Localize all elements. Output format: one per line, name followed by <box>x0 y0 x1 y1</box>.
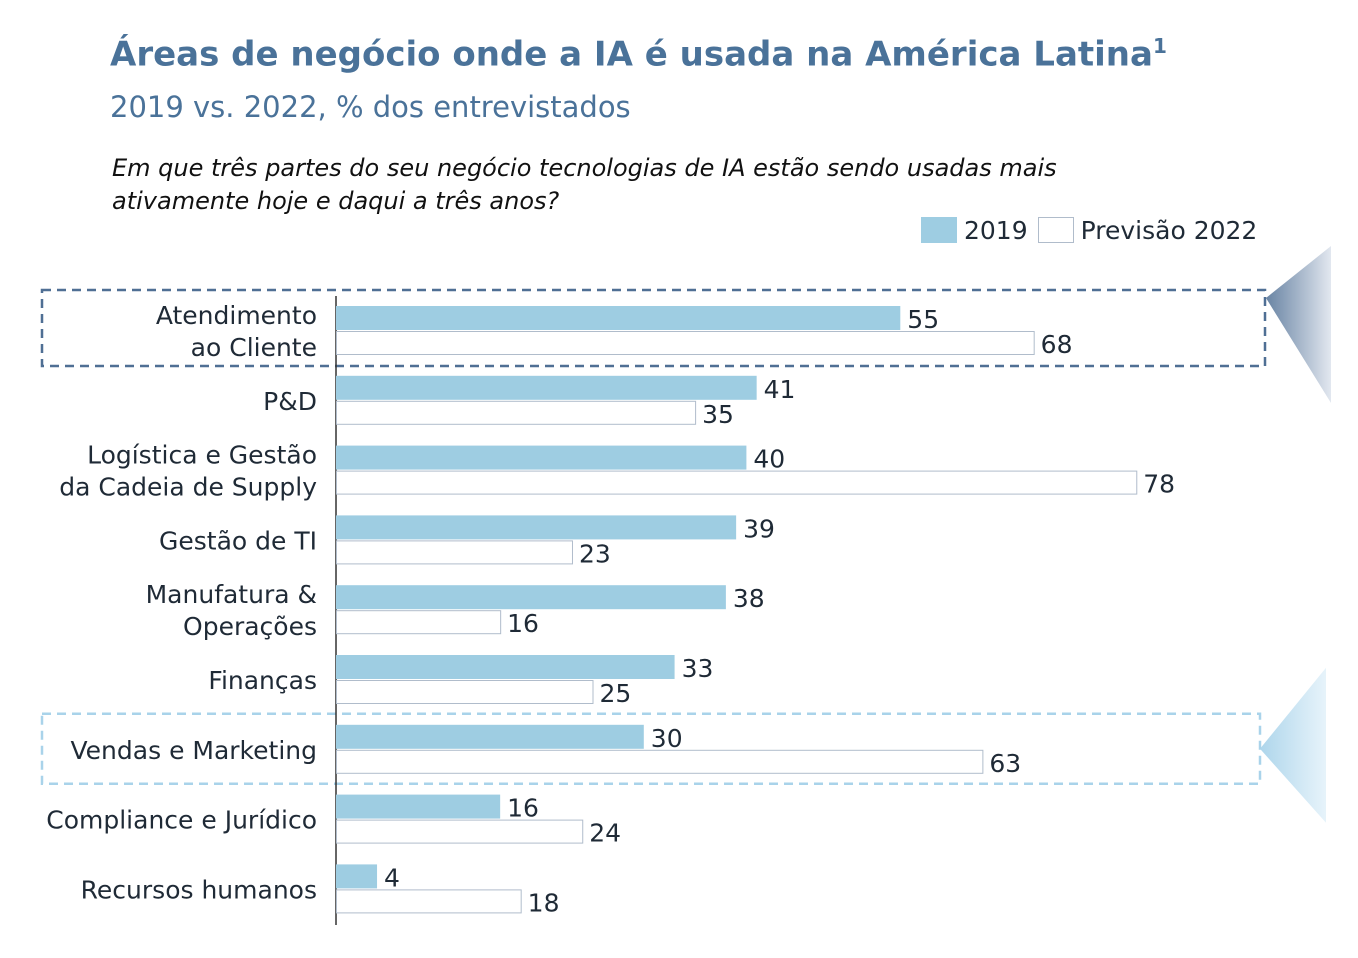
value-label-2022-3: 23 <box>579 539 611 568</box>
legend-label-2022: Previsão 2022 <box>1080 215 1258 245</box>
highlight-arrow-0 <box>1266 246 1331 403</box>
category-label-line: Gestão de TI <box>159 526 317 555</box>
highlight-box-0 <box>40 288 1267 368</box>
value-label-2022-5: 25 <box>600 679 632 708</box>
bar-2019-8 <box>336 864 378 889</box>
chart-title-text: Áreas de negócio onde a IA é usada na Am… <box>110 34 1153 75</box>
bar-2022-2 <box>336 470 1138 495</box>
value-label-2019-4: 38 <box>733 584 765 613</box>
bar-2022-1 <box>336 400 697 425</box>
category-label-1: P&D <box>263 387 317 416</box>
value-label-2022-7: 24 <box>589 819 621 848</box>
category-label-line: Vendas e Marketing <box>71 736 317 765</box>
bar-2019-3 <box>336 515 737 540</box>
value-label-2022-6: 63 <box>989 749 1021 778</box>
value-label-2019-7: 16 <box>507 794 539 823</box>
category-label-4: Manufatura & Operações <box>146 580 317 641</box>
bar-2019-0 <box>336 306 901 330</box>
value-label-2022-2: 78 <box>1143 470 1175 499</box>
category-label-line: Operações <box>183 612 317 641</box>
bar-2022-3 <box>336 540 573 565</box>
value-label-2019-3: 39 <box>743 514 775 543</box>
category-label-line: Recursos humanos <box>81 875 317 904</box>
category-label-line: da Cadeia de Supply <box>59 473 317 502</box>
value-label-2019-8: 4 <box>384 863 400 892</box>
category-label-line: P&D <box>263 387 317 416</box>
bar-2019-2 <box>336 445 747 470</box>
bar-2022-8 <box>336 889 522 914</box>
category-label-2: Logística e Gestão da Cadeia de Supply <box>59 441 317 502</box>
bar-2022-4 <box>336 610 502 635</box>
chart-legend: 2019 Previsão 2022 <box>921 214 1267 246</box>
value-label-2019-1: 41 <box>764 375 796 404</box>
category-label-line: Compliance e Jurídico <box>46 806 317 835</box>
category-label-6: Vendas e Marketing <box>71 736 317 765</box>
bar-2022-6 <box>336 749 984 774</box>
bar-2019-7 <box>336 794 501 819</box>
chart-title: Áreas de negócio onde a IA é usada na Am… <box>110 34 1167 74</box>
value-label-2022-0: 68 <box>1041 330 1073 359</box>
legend-label-2019: 2019 <box>964 215 1028 245</box>
value-label-2022-4: 16 <box>507 609 539 638</box>
value-label-2022-1: 35 <box>702 400 734 429</box>
category-label-0: Atendimento ao Cliente <box>156 301 317 362</box>
value-label-2022-8: 18 <box>528 888 560 917</box>
legend-swatch-2019 <box>921 217 957 243</box>
category-label-line: Logística e Gestão <box>87 441 317 470</box>
bar-2019-1 <box>336 375 757 400</box>
bar-2019-4 <box>336 585 726 610</box>
category-label-5: Finanças <box>208 666 317 695</box>
title-footnote-marker: 1 <box>1152 34 1167 58</box>
bar-2022-7 <box>336 819 584 844</box>
chart-subtitle: 2019 vs. 2022, % dos entrevistados <box>110 90 631 124</box>
category-label-8: Recursos humanos <box>81 875 317 904</box>
survey-question: Em que três partes do seu negócio tecnol… <box>112 154 1057 215</box>
value-label-2019-6: 30 <box>651 724 683 753</box>
category-label-7: Compliance e Jurídico <box>46 806 317 835</box>
bar-2022-5 <box>336 680 594 704</box>
highlight-arrow-6 <box>1260 667 1326 823</box>
category-label-line: Finanças <box>208 666 317 695</box>
value-label-2019-0: 55 <box>907 305 939 334</box>
bar-2022-0 <box>336 331 1035 355</box>
value-label-2019-2: 40 <box>753 445 785 474</box>
bar-2019-6 <box>336 724 644 749</box>
bar-2019-5 <box>336 655 675 679</box>
value-label-2019-5: 33 <box>682 654 714 683</box>
category-label-line: Atendimento <box>156 301 317 330</box>
legend-swatch-2022 <box>1037 217 1074 243</box>
category-label-3: Gestão de TI <box>159 526 317 555</box>
category-label-line: Manufatura & <box>146 580 317 609</box>
category-label-line: ao Cliente <box>191 333 317 362</box>
